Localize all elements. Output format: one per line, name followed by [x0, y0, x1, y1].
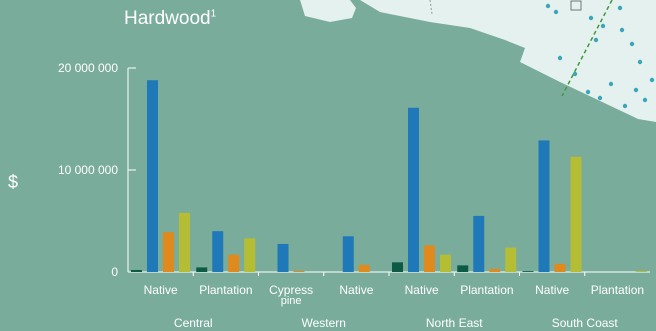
bar-cat3-series1: [342, 236, 354, 272]
map-forest-patch-0: [545, 3, 551, 9]
bar-cat5-series0: [457, 265, 469, 272]
bar-cat3-series2: [358, 264, 370, 272]
bar-cat5-series2: [489, 268, 501, 272]
map-forest-patch-14: [649, 77, 655, 83]
map-forest-patch-3: [600, 23, 606, 29]
map-forest-patch-11: [642, 97, 648, 103]
chart-title-footnote: 1: [210, 8, 217, 20]
chart-title: Hardwood1: [124, 8, 216, 30]
bar-cat5-series1: [473, 215, 485, 272]
map-forest-patch-10: [622, 103, 628, 109]
map-forest-patch-7: [608, 81, 614, 87]
group-label-3: South Coast: [552, 316, 619, 330]
y-tick-label-0: 0: [111, 265, 118, 279]
bar-cat6-series2: [554, 263, 566, 272]
map-forest-patch-6: [637, 59, 643, 65]
x-tick-label-2-line1: pine: [281, 295, 302, 307]
x-tick-label-1: Plantation: [199, 283, 252, 297]
map-region-nsw: [360, 0, 656, 122]
map-forest-patch-5: [629, 41, 635, 47]
bar-cat0-series0: [131, 269, 142, 272]
map-forest-patch-13: [619, 27, 625, 33]
bar-cat0-series2: [163, 232, 174, 272]
map-forest-patch-9: [585, 89, 591, 95]
group-label-0: Central: [174, 316, 213, 330]
bar-cat6-series0: [522, 271, 534, 272]
bar-cat2-series2: [293, 270, 305, 272]
map-forest-patch-4: [617, 5, 623, 11]
bar-cat4-series1: [408, 107, 419, 272]
bar-cat1-series3: [244, 238, 256, 272]
bar-cat1-series2: [228, 254, 240, 272]
map-city-marker: [570, 0, 582, 11]
map-forest-patch-8: [597, 95, 603, 101]
map-forest-patch-17: [593, 37, 599, 43]
map-forest-patch-16: [633, 87, 639, 93]
x-tick-label-5: Plantation: [460, 283, 513, 297]
map-fragment-left: [300, 0, 356, 22]
x-tick-label-2-line0: Cypress: [269, 283, 313, 297]
group-label-2: North East: [426, 316, 483, 330]
bar-cat1-series0: [196, 267, 208, 272]
bar-cat6-series3: [570, 156, 582, 272]
map-forest-patch-2: [588, 15, 594, 21]
chart-title-text: Hardwood: [124, 8, 211, 29]
bar-cat4-series2: [424, 245, 435, 272]
bar-cat7-series3: [635, 270, 647, 272]
bar-cat4-series0: [392, 262, 403, 272]
bar-cat6-series1: [538, 140, 550, 272]
bar-cat0-series3: [179, 212, 190, 272]
bar-cat5-series3: [505, 247, 517, 272]
x-tick-label-7: Plantation: [591, 283, 644, 297]
x-tick-label-0: Native: [144, 283, 178, 297]
map-forest-patch-12: [557, 55, 563, 61]
x-tick-label-4: Native: [405, 283, 439, 297]
x-tick-label-6: Native: [535, 283, 569, 297]
x-tick-label-3: Native: [339, 283, 373, 297]
group-label-1: Western: [302, 316, 346, 330]
bar-cat1-series1: [212, 231, 224, 272]
y-tick-label-1: 10 000 000: [58, 163, 118, 177]
bar-cat0-series1: [147, 80, 158, 273]
map-forest-patch-1: [553, 9, 559, 15]
map-forest-patch-15: [572, 71, 578, 77]
y-tick-label-2: 20 000 000: [58, 61, 118, 75]
bar-cat4-series3: [440, 254, 451, 272]
bar-cat2-series1: [277, 243, 289, 272]
y-axis-label: $: [8, 172, 19, 192]
